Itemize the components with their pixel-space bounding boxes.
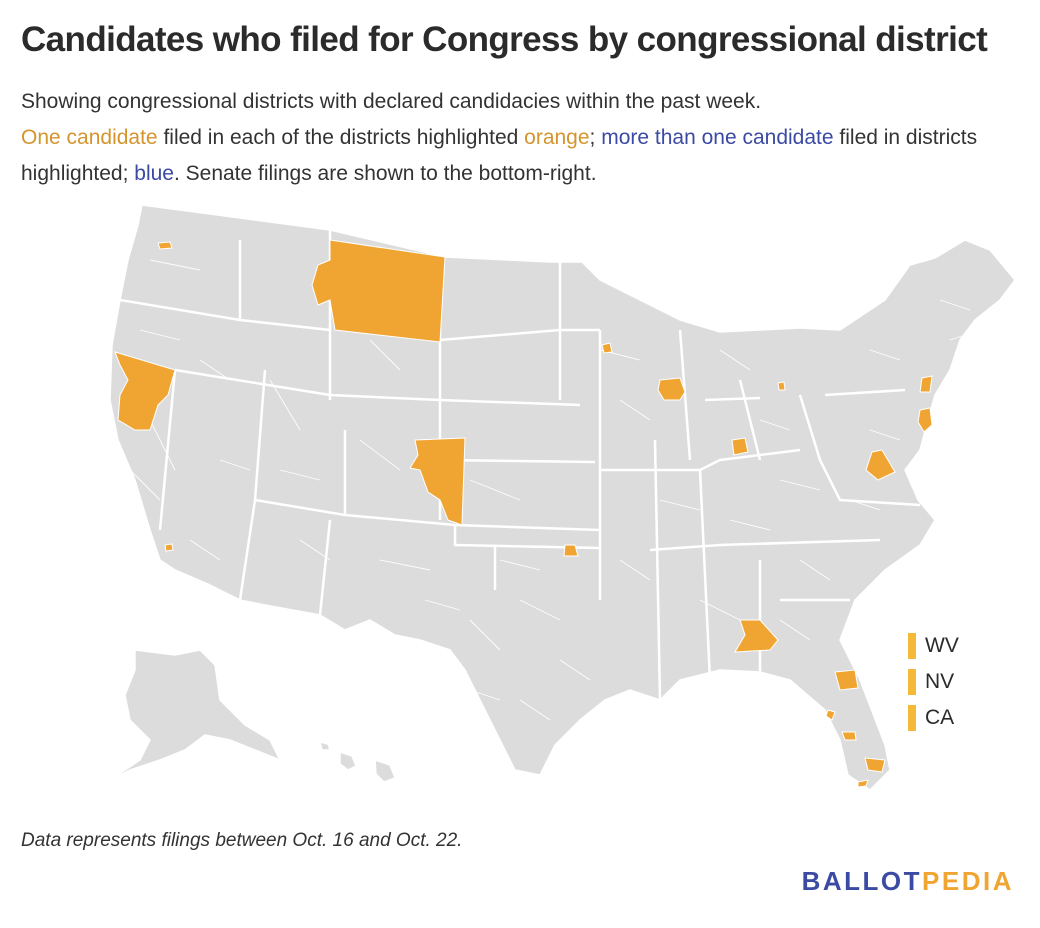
district-borders: [129, 259, 981, 721]
district-ny-18: [919, 375, 933, 393]
district-il-14: [657, 377, 686, 401]
senate-swatch-ca: [908, 705, 916, 731]
district-fl-11: [834, 669, 859, 691]
district-fl-27: [864, 757, 886, 773]
senate-legend-item-wv: WV: [908, 628, 959, 664]
district-nj-7: [917, 407, 933, 433]
senate-legend-label: WV: [925, 634, 959, 657]
us-district-map: [109, 204, 1016, 791]
subtitle-senate-note: . Senate filings are shown to the bottom…: [173, 162, 597, 185]
senate-legend-item-nv: NV: [908, 664, 959, 700]
district-nv-2: [114, 351, 176, 431]
subtitle: Showing congressional districts with dec…: [21, 84, 1031, 192]
district-in-6: [731, 437, 749, 456]
senate-legend-item-ca: CA: [908, 700, 959, 736]
blue-word: blue: [134, 162, 174, 185]
district-ca-36: [164, 543, 174, 552]
senate-legend-label: CA: [925, 706, 955, 729]
hawaii-shape: [319, 741, 396, 783]
district-mn-5: [601, 342, 613, 354]
district-fl-keys: [857, 779, 869, 788]
subtitle-filed-in: filed in districts highlighted;: [21, 126, 978, 185]
district-mt-al: [311, 239, 446, 343]
logo-part-pedia: PEDIA: [922, 866, 1014, 896]
subtitle-line1: Showing congressional districts with dec…: [21, 90, 762, 113]
district-mi-5: [777, 381, 786, 391]
district-va-5: [865, 449, 896, 481]
district-wa-9: [157, 241, 173, 250]
district-fl-19: [841, 731, 857, 741]
subtitle-filed-each: filed in each of the districts highlight…: [157, 126, 525, 149]
senate-swatch-wv: [908, 633, 916, 659]
chart-title: Candidates who filed for Congress by con…: [21, 20, 988, 59]
state-borders: [119, 230, 921, 701]
one-candidate-label: One candidate: [21, 126, 158, 149]
orange-word: orange: [524, 126, 590, 149]
subtitle-semicolon: ;: [589, 126, 602, 149]
district-co-3: [409, 437, 466, 526]
district-al-2: [734, 619, 779, 653]
alaska-shape: [109, 649, 281, 781]
district-fl-13: [825, 709, 836, 721]
senate-swatch-nv: [908, 669, 916, 695]
senate-legend-label: NV: [925, 670, 955, 693]
more-than-one-label: more than one candidate: [601, 126, 834, 149]
district-ok-5: [563, 544, 579, 557]
footnote: Data represents filings between Oct. 16 …: [21, 830, 463, 851]
us-mainland-shape: [109, 204, 1016, 791]
logo-part-ballot: BALLOT: [801, 866, 923, 896]
ballotpedia-logo: BALLOTPEDIA: [802, 866, 1014, 897]
senate-legend: WV NV CA: [908, 628, 959, 736]
